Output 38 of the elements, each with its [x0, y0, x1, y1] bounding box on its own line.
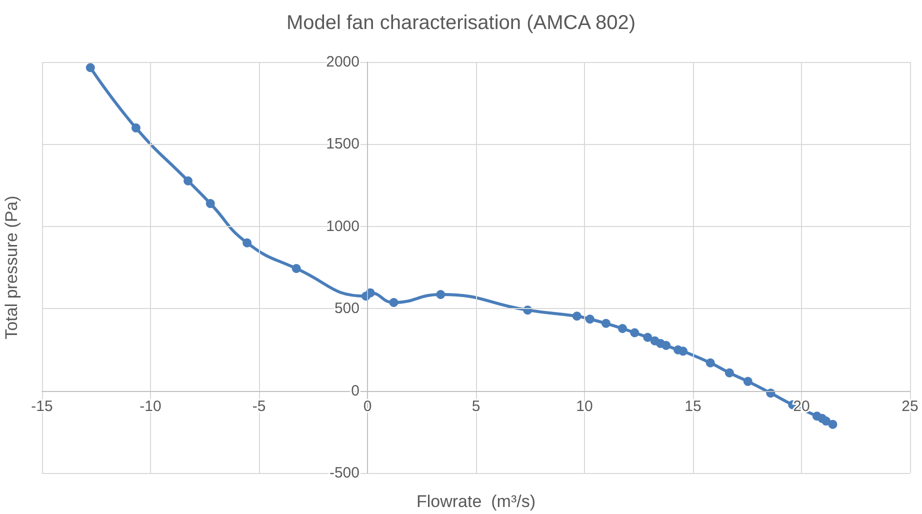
y-tick-label: 1500: [326, 136, 360, 153]
point: [184, 176, 193, 186]
point: [242, 238, 252, 248]
x-tick-label: 0: [363, 398, 372, 415]
y-tick-label: 2000: [326, 54, 360, 70]
point: [436, 290, 446, 299]
point: [86, 63, 95, 72]
y-tick-label: 1000: [326, 218, 360, 235]
point: [724, 368, 734, 378]
point: [630, 328, 640, 338]
point: [743, 376, 752, 386]
point: [572, 312, 582, 321]
x-tick-label: 25: [902, 398, 918, 415]
chart-title: Model fan characterisation (AMCA 802): [286, 12, 636, 34]
point: [585, 314, 594, 324]
y-tick-label: 0: [351, 382, 360, 400]
point: [662, 340, 671, 350]
x-tick-label: 5: [472, 398, 480, 415]
point: [822, 416, 831, 426]
x-tick-label: -15: [31, 398, 53, 415]
x-tick-label: -10: [140, 398, 162, 415]
x-tick-label: -5: [252, 398, 266, 415]
point: [678, 346, 688, 356]
point: [706, 358, 715, 368]
point: [131, 123, 140, 132]
point: [618, 324, 627, 333]
point: [601, 318, 610, 328]
point: [389, 298, 398, 308]
y-tick-label: 500: [334, 300, 360, 318]
point: [643, 332, 652, 342]
point: [206, 199, 215, 208]
y-tick-label: -500: [329, 464, 360, 482]
point: [292, 264, 301, 273]
x-tick-label: 15: [684, 398, 702, 415]
point: [828, 420, 838, 429]
x-axis-title: Flowrate (m³/s): [416, 492, 536, 511]
x-tick-label: 10: [576, 398, 593, 415]
y-axis-title: Total pressure (Pa): [2, 196, 21, 340]
